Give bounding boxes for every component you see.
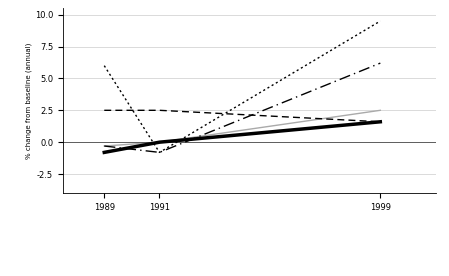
- Y-axis label: % change from baseline (annual): % change from baseline (annual): [26, 43, 32, 159]
- Legend: Total spending, Inpatient hospital, Physician services, Skilled Nursing Facility: Total spending, Inpatient hospital, Phys…: [70, 275, 429, 276]
